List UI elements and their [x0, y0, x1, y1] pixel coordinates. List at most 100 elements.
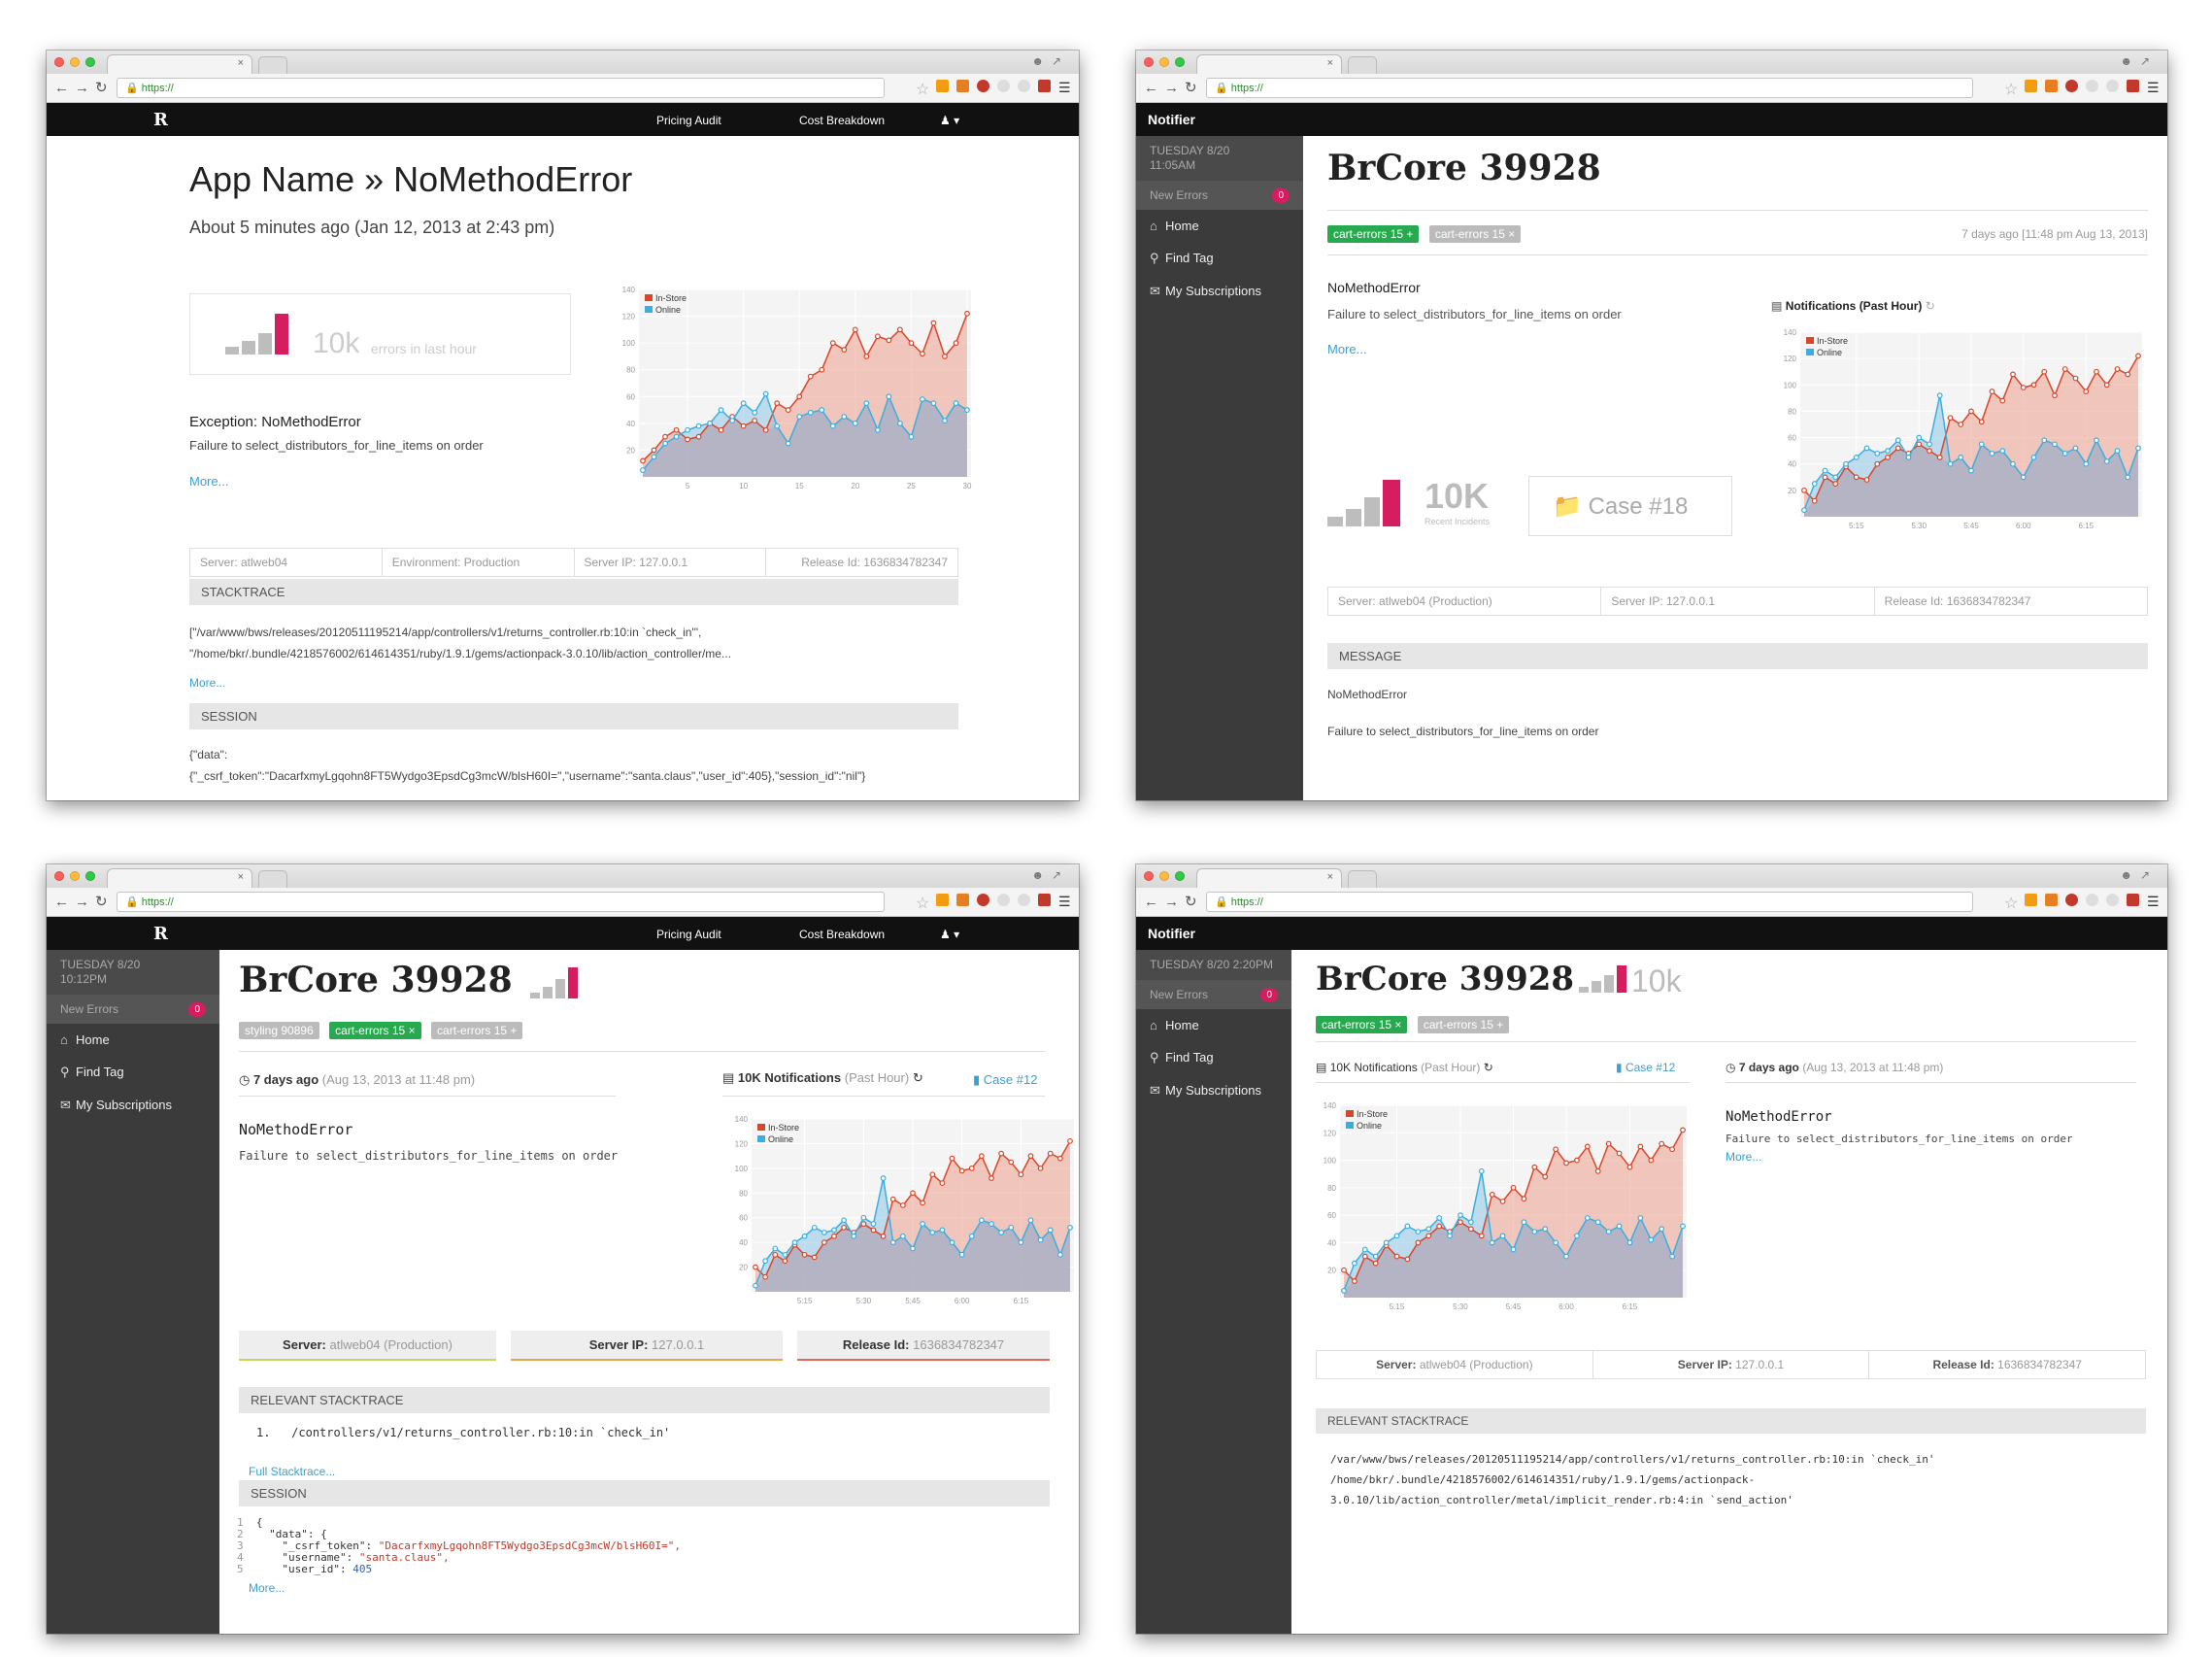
brand[interactable]: Notifier — [1148, 926, 1195, 941]
brand[interactable]: Notifier — [1148, 112, 1195, 127]
star-icon[interactable]: ☆ — [916, 82, 930, 98]
case-button[interactable]: 📁 Case #18 — [1528, 476, 1732, 536]
menu-icon[interactable]: ☰ — [2147, 894, 2160, 909]
tag-cart-errors[interactable]: cart-errors 15 × — [1316, 1016, 1408, 1033]
sidebar-item-find-tag[interactable]: ⚲ Find Tag — [1136, 242, 1303, 275]
sidebar-item-find-tag[interactable]: ⚲ Find Tag — [47, 1056, 219, 1089]
back-icon[interactable]: ←→↻ — [54, 894, 114, 910]
sidebar-item-home[interactable]: ⌂ Home — [47, 1024, 219, 1056]
more-link[interactable]: More... — [1327, 342, 1367, 356]
star-icon[interactable]: ☆ — [916, 896, 930, 912]
nav-cost-breakdown[interactable]: Cost Breakdown — [799, 928, 886, 941]
close-icon[interactable]: × — [1326, 871, 1333, 883]
sidebar-item-home[interactable]: ⌂ Home — [1136, 210, 1303, 242]
back-icon[interactable]: ←→↻ — [1144, 894, 1203, 910]
sidebar-item-find-tag[interactable]: ⚲ Find Tag — [1136, 1041, 1291, 1074]
user-icon[interactable]: ☻↗ — [2120, 54, 2158, 68]
new-tab-button[interactable] — [258, 56, 287, 74]
refresh-icon[interactable]: ↻ — [1925, 299, 1935, 313]
case-link[interactable]: ▮ Case #12 — [973, 1072, 1037, 1088]
divider — [1327, 210, 2148, 211]
tag-cart-errors[interactable]: cart-errors 15 × — [329, 1022, 421, 1039]
data-point — [791, 1239, 798, 1246]
close-icon[interactable]: × — [237, 871, 244, 883]
sidebar-new-errors[interactable]: New Errors 0 — [1136, 181, 1303, 210]
remove-tag-icon[interactable]: × — [408, 1024, 416, 1037]
remove-tag-icon[interactable]: × — [1394, 1018, 1402, 1031]
tag-cart-errors-2[interactable]: cart-errors 15 + — [431, 1022, 523, 1039]
nav-cost-breakdown[interactable]: Cost Breakdown — [799, 114, 886, 127]
data-point — [1822, 474, 1828, 481]
user-menu-icon[interactable]: ♟ ▾ — [940, 114, 960, 127]
data-point — [1542, 1226, 1549, 1233]
user-icon[interactable]: ☻↗ — [1031, 868, 1069, 882]
stacktrace: /var/www/bws/releases/20120511195214/app… — [1330, 1449, 1935, 1510]
browser-tab[interactable]: × — [107, 54, 252, 74]
sidebar-item-subscriptions[interactable]: ✉ My Subscriptions — [1136, 275, 1303, 308]
browser-tab[interactable]: × — [1196, 868, 1342, 888]
data-point — [851, 1233, 857, 1239]
tag-cart-errors[interactable]: cart-errors 15 + — [1327, 225, 1420, 243]
more-link[interactable]: More... — [1726, 1150, 1762, 1164]
refresh-icon[interactable]: ↻ — [1483, 1061, 1493, 1074]
url-field[interactable]: 🔒 https:// — [1206, 892, 1973, 912]
window-controls[interactable] — [1144, 871, 1185, 881]
window-controls[interactable] — [1144, 57, 1185, 67]
refresh-icon[interactable]: ↻ — [912, 1070, 923, 1085]
browser-tab[interactable]: × — [1196, 54, 1342, 74]
user-icon[interactable]: ☻↗ — [2120, 868, 2158, 882]
sidebar-new-errors[interactable]: New Errors 0 — [1136, 980, 1291, 1009]
url-field[interactable]: 🔒 https:// — [1206, 78, 1973, 98]
sidebar-item-label: Home — [1165, 219, 1199, 233]
menu-icon[interactable]: ☰ — [1058, 894, 1071, 909]
add-tag-icon[interactable]: + — [1406, 227, 1414, 241]
window-controls[interactable] — [54, 871, 95, 881]
data-point — [1018, 1171, 1024, 1178]
data-point — [1626, 1239, 1633, 1246]
tag-cart-errors-2[interactable]: cart-errors 15 + — [1417, 1016, 1510, 1033]
data-point — [1605, 1140, 1612, 1147]
data-point — [740, 400, 747, 407]
tag-styling[interactable]: styling 90896 — [239, 1022, 319, 1039]
add-tag-icon[interactable]: + — [1496, 1018, 1504, 1031]
session-more-link[interactable]: More... — [249, 1581, 285, 1595]
chart-title-text: Notifications (Past Hour) — [1785, 299, 1923, 313]
tag-cart-errors-2[interactable]: cart-errors 15 × — [1428, 225, 1522, 243]
sidebar-item-subscriptions[interactable]: ✉ My Subscriptions — [47, 1089, 219, 1122]
nav-pricing-audit[interactable]: Pricing Audit — [656, 928, 721, 941]
browser-tab[interactable]: × — [107, 868, 252, 888]
data-point — [1458, 1212, 1463, 1219]
url-field[interactable]: 🔒 https:// — [117, 78, 885, 98]
full-stacktrace-link[interactable]: Full Stacktrace... — [249, 1465, 336, 1478]
sidebar-new-errors[interactable]: New Errors 0 — [47, 995, 219, 1024]
sidebar-item-subscriptions[interactable]: ✉ My Subscriptions — [1136, 1074, 1291, 1107]
case-link[interactable]: ▮ Case #12 — [1616, 1061, 1675, 1074]
add-tag-icon[interactable]: + — [510, 1024, 518, 1037]
x-tick-label: 6:00 — [955, 1297, 970, 1305]
menu-icon[interactable]: ☰ — [2147, 80, 2160, 95]
new-tab-button[interactable] — [258, 870, 287, 888]
window-controls[interactable] — [54, 57, 95, 67]
close-icon[interactable]: × — [237, 57, 244, 69]
logo[interactable]: R — [153, 110, 168, 130]
user-icon[interactable]: ☻↗ — [1031, 54, 1069, 68]
star-icon[interactable]: ☆ — [2004, 82, 2019, 98]
back-icon[interactable]: ←→↻ — [1144, 80, 1203, 96]
new-tab-button[interactable] — [1348, 56, 1377, 74]
page-title: BrCore 39928 — [1316, 960, 1575, 998]
logo[interactable]: R — [153, 924, 168, 944]
back-icon[interactable]: ←→↻ — [54, 80, 114, 96]
user-menu-icon[interactable]: ♟ ▾ — [940, 928, 960, 941]
url-field[interactable]: 🔒 https:// — [117, 892, 885, 912]
sidebar-item-home[interactable]: ⌂ Home — [1136, 1009, 1291, 1041]
star-icon[interactable]: ☆ — [2004, 896, 2019, 912]
sidebar-item-label: Find Tag — [1165, 1050, 1214, 1065]
remove-tag-icon[interactable]: × — [1508, 227, 1516, 241]
close-icon[interactable]: × — [1326, 57, 1333, 69]
stacktrace-more-link[interactable]: More... — [189, 676, 226, 690]
nav-pricing-audit[interactable]: Pricing Audit — [656, 114, 721, 127]
menu-icon[interactable]: ☰ — [1058, 80, 1071, 95]
chart-svg: 20 40 60 80 100 120 140 5 10 15 20 25 30 In-Store Onli… — [622, 286, 972, 490]
more-link[interactable]: More... — [189, 474, 229, 489]
new-tab-button[interactable] — [1348, 870, 1377, 888]
